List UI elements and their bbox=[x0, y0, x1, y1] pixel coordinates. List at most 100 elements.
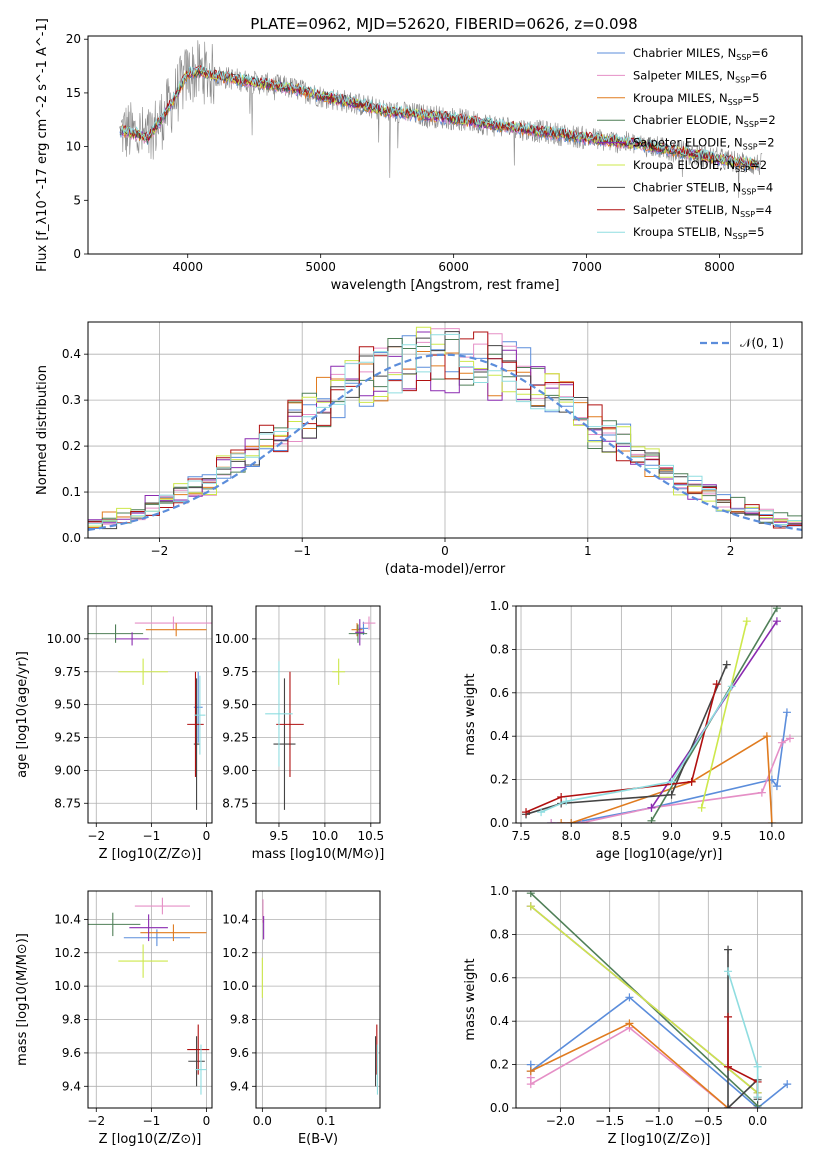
plus-marker bbox=[667, 790, 676, 799]
plus-marker bbox=[625, 993, 634, 1002]
plus-marker bbox=[782, 708, 791, 717]
legend-series-name: Chabrier ELODIE bbox=[633, 113, 728, 127]
y-tick-label: 9.00 bbox=[222, 763, 249, 777]
plus-marker bbox=[522, 808, 531, 817]
y-axis-label: Normed distribution bbox=[35, 365, 50, 495]
x-tick-label: 10.0 bbox=[312, 829, 339, 843]
x-tick-label: 8000 bbox=[704, 260, 735, 274]
plot-area bbox=[88, 616, 212, 810]
chart-mass_weight_vs_Z: −2.0 −1.5 −1.0 −0.5 0.0 0.0 0.2 0.4 0.6 0.8 1.0 Z [… bbox=[463, 884, 803, 1147]
plus-marker bbox=[667, 777, 676, 786]
chart-mass_vs_ebv: 0.0 0.1 9.4 9.6 9.8 10.0 10.2 10.4 E(B-V) bbox=[222, 890, 381, 1147]
mass-weight-line bbox=[530, 905, 759, 1094]
x-tick-label: 10.0 bbox=[759, 829, 786, 843]
x-tick-label: 7.5 bbox=[511, 829, 530, 843]
y-tick-label: 9.50 bbox=[222, 698, 249, 712]
legend-series-name: Salpeter STELIB bbox=[633, 203, 724, 217]
plot-frame bbox=[255, 605, 381, 824]
legend-entry: Chabrier MILES, NSSP=6 bbox=[633, 46, 768, 62]
error-bar-point bbox=[145, 623, 207, 637]
y-tick-label: 0.2 bbox=[490, 773, 509, 787]
y-tick-label: 9.50 bbox=[54, 698, 81, 712]
y-tick-label: 0.0 bbox=[490, 816, 509, 830]
y-tick-label: 9.6 bbox=[62, 1046, 81, 1060]
error-bar-point bbox=[118, 658, 168, 685]
error-bar-point bbox=[355, 619, 365, 646]
error-bar-point bbox=[273, 678, 296, 810]
error-bar-point bbox=[88, 624, 144, 643]
plus-marker bbox=[567, 819, 576, 823]
y-tick-label: 10.4 bbox=[54, 912, 81, 926]
error-bar-point bbox=[140, 924, 207, 942]
mass-weight-line bbox=[727, 949, 759, 1108]
x-axis-label: Z [log10(Z/Z⊙)] bbox=[99, 1132, 202, 1147]
plus-marker bbox=[562, 797, 571, 806]
y-tick-label: 9.25 bbox=[222, 731, 249, 745]
plus-marker bbox=[753, 1062, 762, 1071]
plot-area bbox=[119, 40, 763, 198]
x-tick-label: 9.0 bbox=[662, 829, 681, 843]
plot-frame bbox=[515, 890, 803, 1109]
y-tick-label: 0.2 bbox=[62, 439, 81, 453]
plot-frame bbox=[255, 890, 381, 1109]
x-tick-label: 8.5 bbox=[612, 829, 631, 843]
chart-age_vs_mass: 9.5 10.0 10.5 8.75 9.00 9.25 9.50 9.75 10.00 mass… bbox=[215, 605, 384, 862]
plot-area bbox=[522, 606, 794, 823]
x-axis-label: wavelength [Angstrom, rest frame] bbox=[331, 278, 560, 293]
plus-marker bbox=[783, 1080, 792, 1089]
legend-entry: Kroupa STELIB, NSSP=5 bbox=[633, 225, 764, 241]
x-tick-label: 0 bbox=[203, 829, 211, 843]
y-tick-label: 0.4 bbox=[490, 729, 509, 743]
error-bar-point bbox=[134, 897, 190, 915]
plus-marker bbox=[647, 803, 656, 812]
plus-marker bbox=[742, 617, 751, 626]
residual-histogram-step bbox=[88, 331, 802, 530]
model-spectrum-line bbox=[121, 65, 760, 167]
legend-series-name: Kroupa ELODIE bbox=[633, 158, 719, 172]
y-tick-label: 0.1 bbox=[62, 485, 81, 499]
residual-histogram-step bbox=[88, 331, 802, 525]
error-bar-point bbox=[188, 1036, 205, 1087]
plus-marker bbox=[724, 1062, 733, 1071]
y-tick-label: 10.0 bbox=[222, 979, 249, 993]
y-axis-label: mass [log10(M/M⊙)] bbox=[15, 933, 30, 1066]
x-tick-label: 6000 bbox=[438, 260, 469, 274]
y-tick-label: 9.8 bbox=[230, 1013, 249, 1027]
plot-frame bbox=[87, 890, 213, 1109]
chart-age_vs_Z: −2 −1 0 8.75 9.00 9.25 9.50 9.75 10.00 Z [log10(Z… bbox=[15, 605, 213, 862]
y-tick-label: 10.00 bbox=[47, 632, 81, 646]
y-axis-label: age [log10(age/yr)] bbox=[15, 651, 30, 778]
x-tick-label: 10.5 bbox=[357, 829, 384, 843]
legend-entry: 𝒩(0, 1) bbox=[740, 336, 784, 350]
plus-marker bbox=[727, 682, 736, 691]
mass-weight-line bbox=[700, 621, 748, 808]
plot-area bbox=[526, 891, 792, 1108]
plus-marker bbox=[557, 819, 566, 823]
legend-entry: Chabrier ELODIE, NSSP=2 bbox=[633, 113, 776, 129]
residual-histogram-step bbox=[88, 333, 802, 525]
y-tick-label: 0.0 bbox=[490, 1101, 509, 1115]
plot-area bbox=[88, 897, 210, 1095]
y-tick-label: 0.2 bbox=[490, 1058, 509, 1072]
spectrum-legend: Chabrier MILES, NSSP=6 Salpeter MILES, NS… bbox=[597, 46, 776, 241]
y-tick-label: 9.75 bbox=[222, 665, 249, 679]
error-bar-point bbox=[134, 616, 212, 630]
plus-marker bbox=[526, 1080, 535, 1089]
chart-spectrum: 4000 5000 6000 7000 8000 0 5 10 15 20 wavelength [… bbox=[35, 18, 803, 293]
x-axis-label: Z [log10(Z/Z⊙)] bbox=[99, 847, 202, 862]
plot-area bbox=[88, 326, 802, 531]
y-tick-label: 0.8 bbox=[490, 927, 509, 941]
mass-weight-line bbox=[727, 1016, 759, 1098]
plus-marker bbox=[772, 782, 781, 791]
error-bar-point bbox=[193, 678, 200, 810]
error-bar-point bbox=[123, 929, 190, 947]
residual-histogram-step bbox=[88, 328, 802, 525]
y-axis-label: mass weight bbox=[463, 673, 478, 755]
x-tick-label: −0.5 bbox=[694, 1114, 723, 1128]
x-tick-label: 9.5 bbox=[712, 829, 731, 843]
x-tick-label: 9.5 bbox=[269, 829, 288, 843]
plus-marker bbox=[526, 891, 535, 898]
plus-marker bbox=[697, 803, 706, 812]
y-tick-label: 1.0 bbox=[490, 599, 509, 613]
